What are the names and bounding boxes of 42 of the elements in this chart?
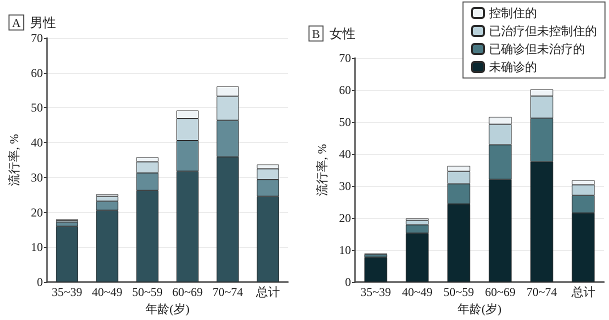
- x-axis-title: 年龄(岁): [458, 302, 502, 316]
- y-tick-label: 60: [339, 83, 351, 98]
- legend-label: 控制住的: [489, 6, 537, 20]
- x-tick-label: 40~49: [92, 285, 122, 300]
- y-tick-label: 0: [345, 275, 351, 290]
- x-tick-label: 35~39: [360, 285, 391, 300]
- chart-title: 男性: [24, 15, 56, 30]
- y-tick-label: 40: [30, 136, 43, 150]
- text: B: [312, 27, 320, 41]
- bar: [56, 226, 78, 282]
- text: A: [12, 16, 21, 30]
- x-tick-label: 70~74: [526, 285, 557, 300]
- x-tick-label: 40~49: [402, 285, 432, 300]
- y-tick-label: 10: [30, 240, 43, 254]
- x-tick-label: 50~59: [444, 285, 474, 300]
- chart-title: 女性: [323, 26, 356, 41]
- y-tick-label: 40: [339, 147, 351, 162]
- x-axis-title: 年龄(岁): [145, 302, 190, 316]
- y-tick-label: 10: [339, 243, 351, 258]
- y-tick-label: 50: [30, 100, 43, 115]
- x-tick-label: 50~59: [132, 285, 163, 300]
- x-tick-label: 60~69: [485, 285, 516, 300]
- y-tick-label: 70: [30, 31, 43, 45]
- legend-label: 已治疗但未控制住的: [489, 24, 597, 38]
- y-tick-label: 50: [339, 115, 351, 130]
- legend-label: 未确诊的: [489, 60, 537, 74]
- y-tick-label: 60: [30, 66, 43, 80]
- y-axis-title: 流行率, %: [7, 134, 21, 186]
- x-tick-label: 总计: [254, 285, 280, 300]
- bar: [364, 257, 388, 282]
- y-axis-title: 流行率, %: [315, 144, 330, 196]
- y-tick-label: 20: [339, 211, 351, 226]
- y-tick-label: 20: [30, 205, 43, 220]
- x-tick-label: 35~39: [52, 285, 82, 300]
- y-tick-label: 0: [36, 275, 43, 290]
- legend-label: 已确诊但未治疗的: [489, 42, 585, 56]
- y-tick-label: 70: [339, 51, 351, 65]
- x-tick-label: 60~69: [172, 285, 203, 300]
- y-tick-label: 30: [339, 179, 351, 194]
- x-tick-label: 总计: [570, 285, 596, 300]
- x-tick-label: 70~74: [212, 285, 243, 300]
- y-tick-label: 30: [30, 170, 43, 184]
